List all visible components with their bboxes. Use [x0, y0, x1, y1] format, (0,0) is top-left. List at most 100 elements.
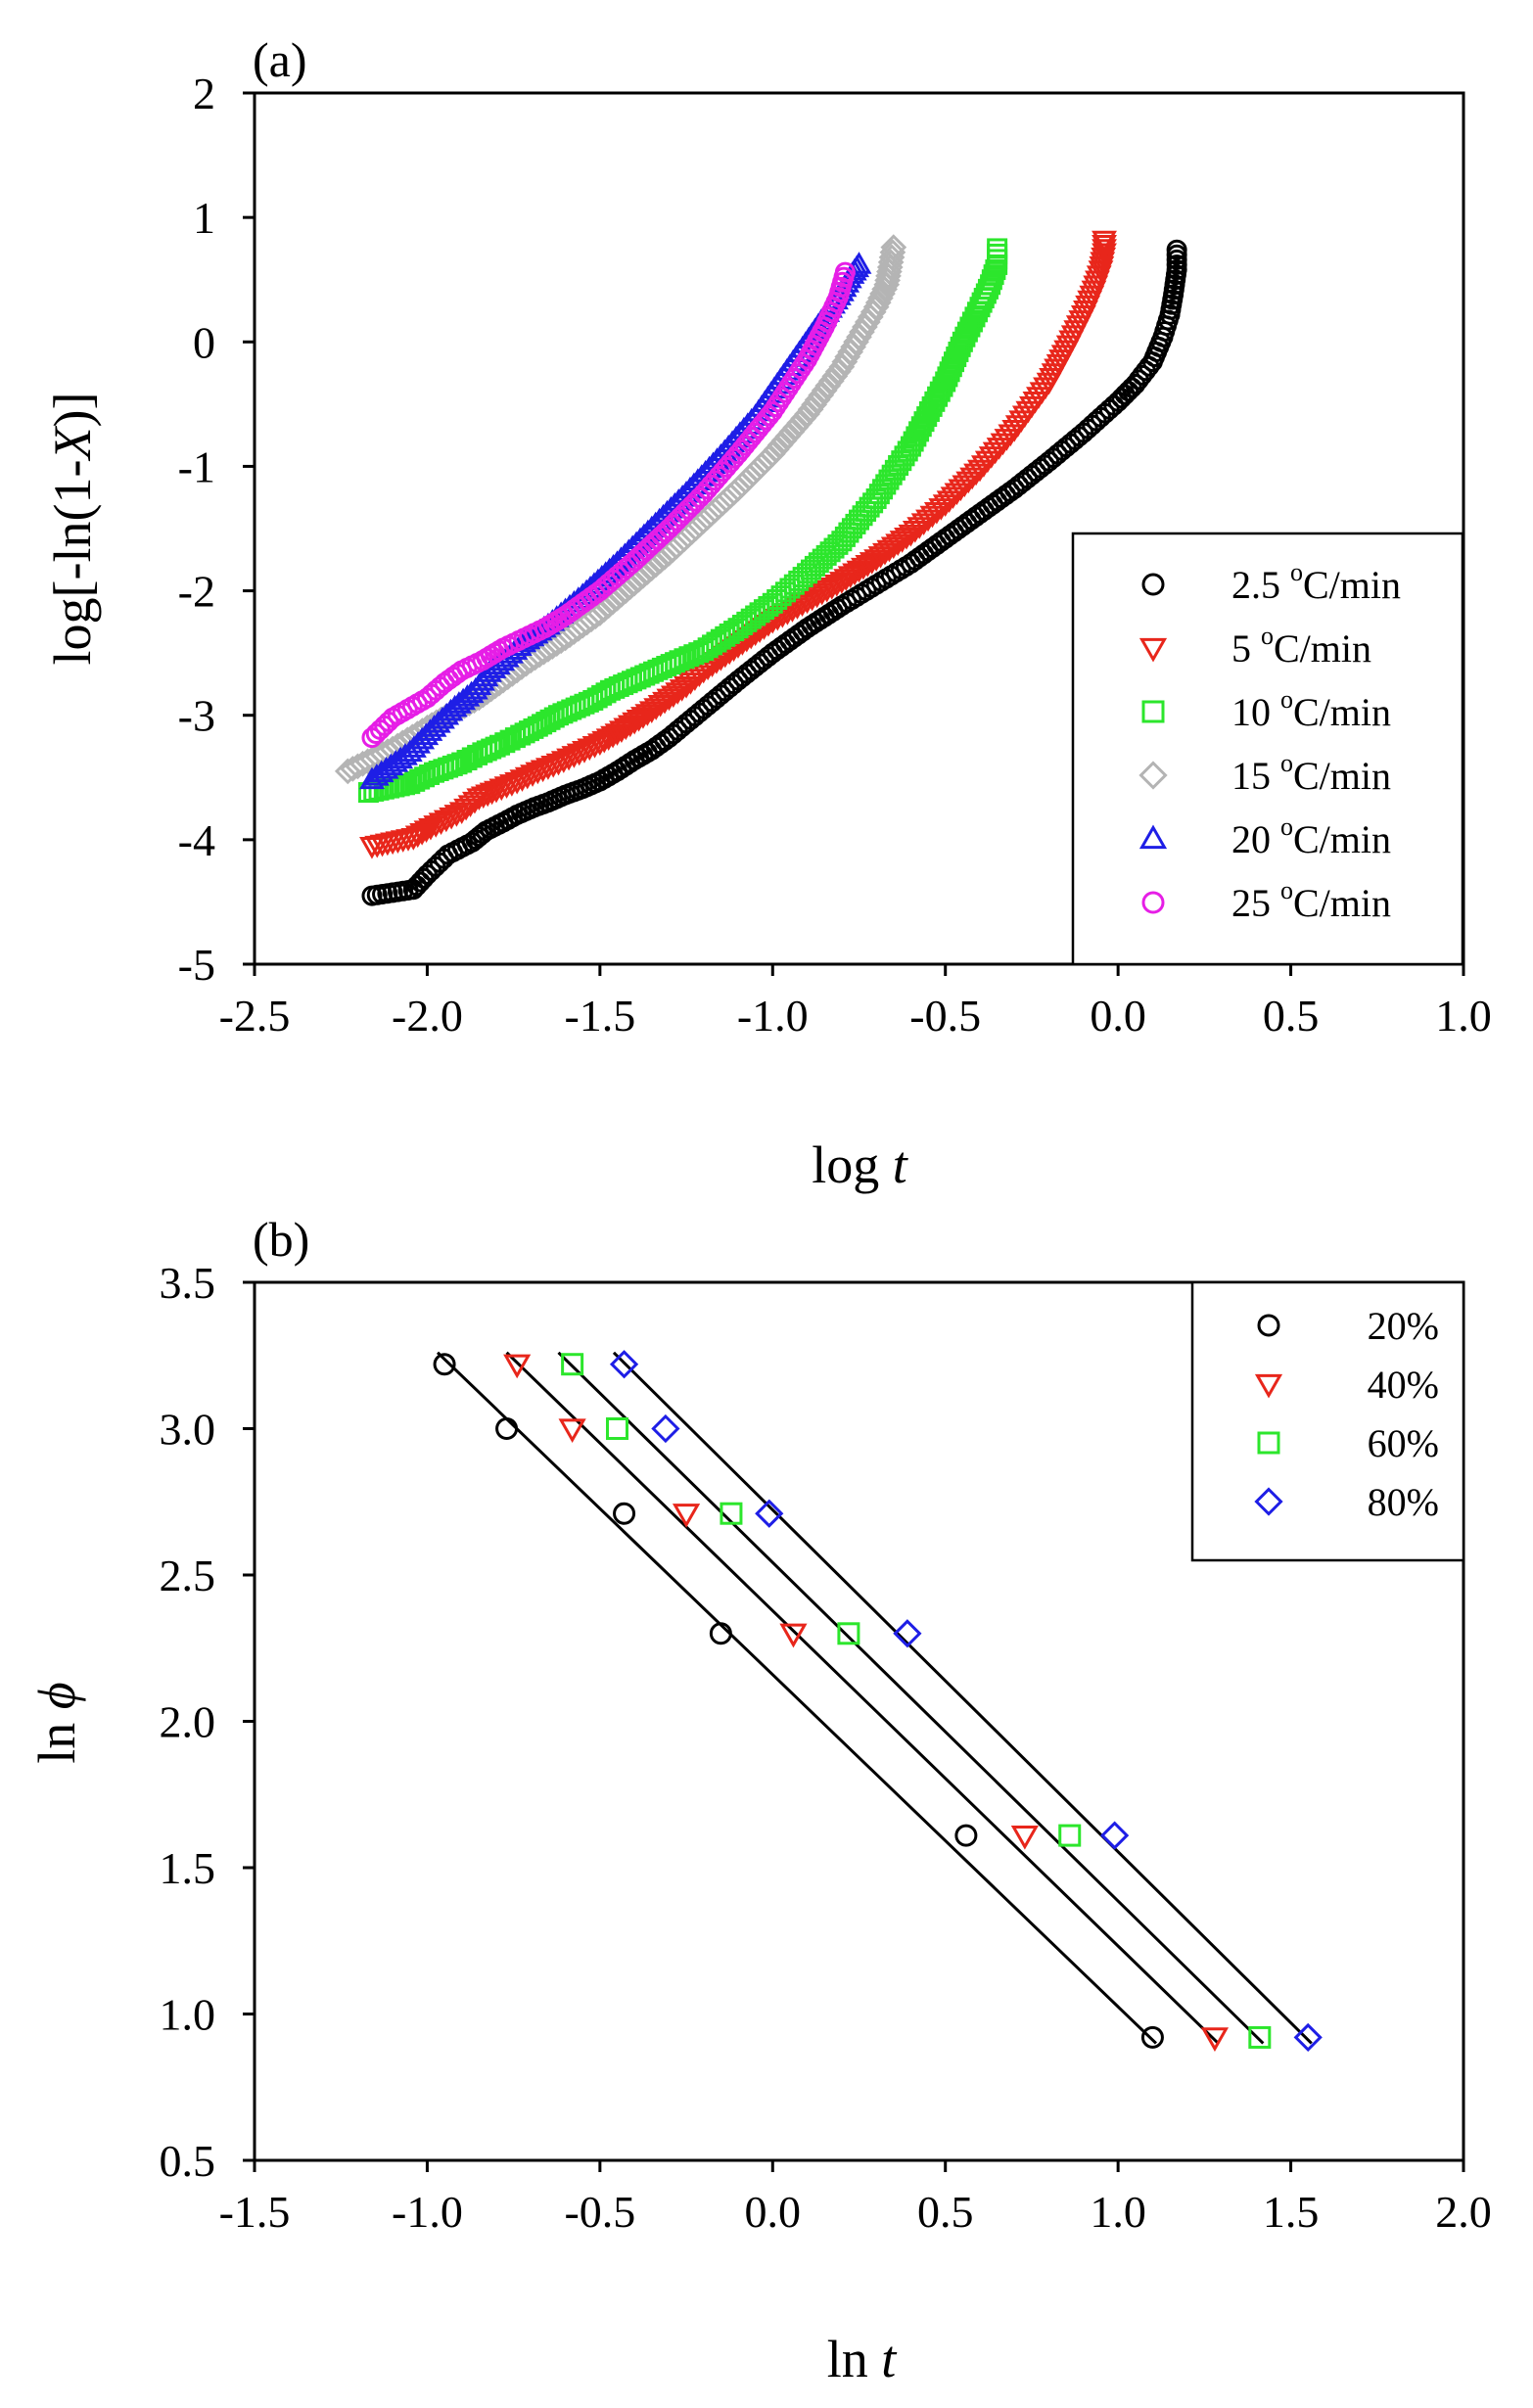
- data-point: [985, 259, 1006, 281]
- series-group: [359, 252, 872, 790]
- data-point: [902, 521, 928, 543]
- legend-entry: 2.5 oC/min: [1231, 558, 1401, 607]
- data-point: [433, 810, 459, 833]
- x-tick-label: 1.0: [1435, 991, 1492, 1041]
- data-point: [720, 1502, 743, 1525]
- data-point: [498, 774, 525, 797]
- data-point: [634, 704, 661, 726]
- y-tick-label: 1.0: [160, 1990, 216, 2040]
- data-point: [445, 691, 472, 714]
- data-point: [794, 591, 820, 615]
- panel-a-y-axis-label: log[-ln(1-X)]: [43, 393, 102, 666]
- x-tick-label: 0.5: [1263, 991, 1320, 1041]
- x-tick-label: -1.0: [392, 2187, 463, 2237]
- panel-a: (a) -2.5 -2.0 -1.5 -1.0 -0.5 0.0 0.5 1.0 -5 -4 -3…: [43, 32, 1492, 1194]
- data-point: [842, 563, 868, 586]
- x-tick-label: 1.0: [1090, 2187, 1146, 2237]
- data-point: [876, 539, 903, 563]
- data-point: [736, 464, 764, 490]
- panel-b: (b) -1.5 -1.0 -0.5 0.0 0.5 1.0 1.5 2.0 0.5 1.0 1.…: [27, 1212, 1492, 2388]
- x-tick-label: 0.5: [917, 2187, 974, 2237]
- data-point: [495, 1417, 519, 1440]
- data-point: [813, 579, 840, 603]
- data-point: [1293, 2022, 1323, 2053]
- data-point: [880, 536, 906, 560]
- data-point: [818, 577, 845, 600]
- fit-line: [505, 1351, 1220, 2045]
- data-point: [656, 688, 682, 712]
- data-point: [651, 1413, 680, 1444]
- panel-a-x-axis-label: log t: [812, 1135, 909, 1194]
- legend-entry: 60%: [1368, 1421, 1439, 1465]
- data-point: [919, 505, 946, 529]
- data-point: [503, 1354, 532, 1379]
- x-tick-label: -1.5: [219, 2187, 291, 2237]
- fit-line: [612, 1351, 1313, 2045]
- data-point: [588, 564, 615, 587]
- panel-b-data-points: [433, 1350, 1323, 2053]
- data-point: [534, 758, 561, 780]
- data-point: [1092, 239, 1117, 261]
- data-point: [577, 738, 603, 762]
- legend-entry: 20 oC/min: [1231, 812, 1391, 861]
- data-point: [433, 1353, 456, 1376]
- data-point: [514, 766, 540, 790]
- legend-entry: 80%: [1368, 1480, 1439, 1524]
- x-tick-label: -0.5: [564, 2187, 635, 2237]
- data-point: [1114, 384, 1136, 405]
- data-point: [809, 582, 835, 606]
- y-tick-label: 2.5: [160, 1551, 216, 1600]
- data-point: [732, 468, 760, 494]
- data-point: [728, 471, 756, 498]
- data-point: [834, 261, 856, 283]
- legend-marker: [1138, 637, 1168, 663]
- fit-line: [436, 1351, 1157, 2045]
- panel-b-fit-lines: [436, 1351, 1313, 2045]
- data-point: [837, 1622, 860, 1645]
- data-point: [453, 798, 480, 821]
- panel-a-data-points: [334, 230, 1187, 906]
- data-point: [677, 672, 704, 695]
- y-tick-label: 0.5: [160, 2136, 216, 2186]
- data-point: [748, 452, 774, 479]
- data-point: [799, 588, 825, 612]
- series-group: [433, 1353, 1164, 2049]
- panel-a-label: (a): [253, 32, 307, 87]
- data-point: [530, 760, 556, 783]
- data-point: [520, 764, 545, 787]
- data-point: [558, 1418, 586, 1444]
- legend-entry: 20%: [1368, 1304, 1439, 1348]
- data-point: [713, 486, 740, 513]
- x-tick-label: 0.0: [745, 2187, 802, 2237]
- data-point: [894, 528, 919, 550]
- series-group: [609, 1350, 1323, 2053]
- data-point: [652, 691, 677, 715]
- data-point: [504, 771, 531, 795]
- data-point: [804, 585, 830, 609]
- data-point: [488, 778, 515, 802]
- data-point: [622, 712, 648, 735]
- data-point: [1111, 388, 1133, 409]
- data-point: [630, 707, 656, 729]
- y-tick-label: 0: [193, 317, 215, 367]
- x-tick-label: 0.0: [1090, 991, 1146, 1041]
- panel-b-label: (b): [253, 1212, 309, 1267]
- x-tick-label: -1.5: [564, 991, 635, 1041]
- legend-marker: [1141, 700, 1165, 723]
- data-point: [388, 746, 414, 769]
- data-point: [867, 546, 894, 569]
- y-tick-label: -3: [178, 691, 215, 741]
- x-tick-label: -2.5: [219, 991, 291, 1041]
- data-point: [872, 542, 898, 566]
- data-point: [643, 698, 670, 720]
- y-tick-label: -2: [178, 567, 215, 617]
- panel-b-y-axis-label: ln ϕ: [27, 1682, 86, 1763]
- data-point: [484, 780, 509, 804]
- data-point: [613, 1502, 636, 1525]
- panel-a-legend-box: [1071, 532, 1464, 966]
- data-point: [910, 513, 937, 536]
- data-point: [755, 444, 782, 472]
- data-point: [784, 597, 811, 620]
- data-point: [898, 524, 924, 547]
- panel-a-plot-frame: [253, 91, 1465, 966]
